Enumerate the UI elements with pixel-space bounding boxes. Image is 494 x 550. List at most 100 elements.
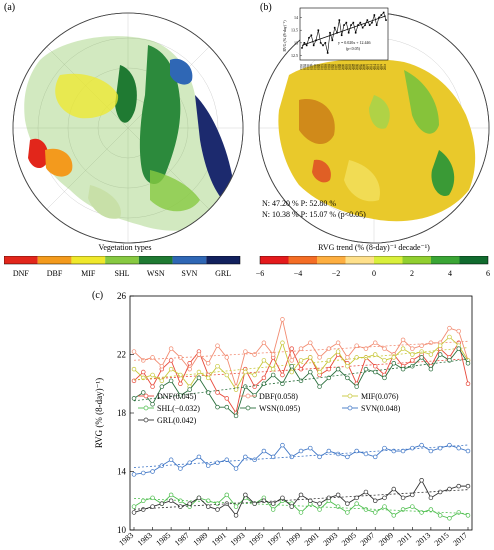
inset-xtick-label: 2007	[357, 64, 361, 71]
legend-swatch-wsn	[138, 256, 173, 264]
colorbar-segment	[345, 256, 374, 264]
inset-xtick-label: 2012	[369, 64, 373, 71]
data-point	[363, 507, 369, 512]
data-point	[159, 378, 165, 384]
legend-label-wsn: WSN	[147, 269, 165, 278]
data-point	[159, 501, 165, 506]
data-point	[419, 343, 424, 348]
colorbar-tick-label: −6	[256, 269, 265, 278]
legend-label-grl: GRL	[215, 269, 231, 278]
data-point	[354, 501, 359, 506]
inset-point	[359, 21, 362, 24]
data-point	[372, 510, 378, 515]
data-point	[289, 346, 294, 351]
inset-point	[345, 21, 348, 24]
inset-ytick-label: 13	[294, 40, 298, 45]
data-point	[187, 366, 192, 372]
inset-point	[319, 42, 322, 44]
data-point	[252, 384, 257, 389]
trend-colorbar-title: RVG trend (% (8-day)⁻¹ decade⁻¹)	[318, 243, 430, 252]
inset-xtick-label: 2008	[360, 64, 364, 71]
series-mif	[131, 334, 471, 392]
data-point	[280, 495, 285, 501]
data-point	[465, 361, 471, 366]
data-point	[243, 369, 248, 375]
data-point	[419, 478, 424, 483]
data-point	[317, 501, 322, 506]
data-point	[382, 495, 387, 501]
data-point	[345, 510, 350, 515]
data-point	[150, 504, 155, 509]
trend-line	[133, 444, 469, 468]
inset-point	[366, 19, 369, 21]
stats-significant-pixels: N: 10.38 % P: 15.07 % (p<0.05)	[262, 210, 366, 219]
panel-b-letter: (b)	[260, 2, 272, 13]
data-point	[215, 404, 220, 410]
inset-xtick-label: 1982	[299, 64, 303, 71]
data-point	[410, 445, 415, 451]
xtick-label: 2001	[303, 531, 321, 548]
data-point	[317, 369, 322, 375]
xtick-label: 1987	[173, 531, 191, 548]
data-point	[131, 472, 137, 477]
xtick-label: 2005	[340, 531, 358, 548]
inset-point	[331, 39, 334, 42]
inset-frame	[299, 7, 389, 61]
data-point	[391, 355, 397, 360]
data-point	[428, 352, 434, 357]
data-point	[168, 366, 174, 372]
xtick-label: 1983	[136, 531, 154, 548]
legend-item: WSN(0.095)	[240, 404, 300, 413]
inset-xtick-label: 2001	[343, 64, 347, 71]
data-point	[428, 340, 434, 346]
ytick-label: 18	[117, 408, 127, 418]
chart-legend: DNF(0.045) DBF(0.058) MIF(0.076) SHL(−0.032…	[138, 392, 401, 425]
legend-label-shl: SHL	[114, 269, 129, 278]
inset-xtick-label: 1999	[339, 64, 343, 70]
data-point	[150, 384, 155, 389]
colorbar-segment	[374, 256, 403, 264]
data-point	[141, 358, 146, 363]
data-point	[465, 448, 471, 454]
xtick-label: 1993	[229, 531, 247, 548]
colorbar-segment	[402, 256, 431, 264]
data-point	[410, 352, 415, 357]
inset-point	[301, 47, 303, 49]
inset-point	[352, 21, 355, 24]
trend-line	[133, 489, 469, 510]
data-point	[372, 454, 378, 460]
legend-label: DNF(0.045)	[157, 392, 197, 401]
data-point	[382, 346, 387, 351]
inset-xtick-label: 1987	[311, 64, 315, 71]
data-point	[196, 375, 202, 381]
colorbar-tick-label: 4	[448, 269, 452, 278]
data-point	[178, 381, 183, 386]
data-point	[270, 501, 276, 506]
trend-map	[258, 12, 490, 244]
data-point	[215, 390, 220, 395]
colorbar-segment	[459, 256, 488, 264]
data-point	[168, 457, 174, 463]
legend-item: DNF(0.045)	[138, 392, 197, 401]
inset-xtick-label: 2002	[346, 64, 350, 71]
inset-point	[357, 24, 359, 26]
data-point	[428, 448, 434, 454]
stats-all-pixels: N: 47.20 % P: 52.80 %	[262, 199, 336, 208]
data-point	[252, 393, 257, 398]
colorbar-tick-label: 6	[486, 269, 490, 278]
inset-xtick-label: 2011	[367, 64, 371, 70]
inset-point	[378, 16, 380, 19]
data-point	[233, 513, 239, 518]
data-point	[428, 507, 434, 512]
inset-xtick-label: 2004	[350, 64, 354, 71]
data-point	[215, 343, 220, 348]
colorbar-segment	[260, 256, 289, 264]
inset-point	[310, 34, 313, 37]
trend-land	[278, 58, 476, 222]
panel-a-letter: (a)	[4, 2, 16, 13]
inset-pvalue: (p<0.05)	[346, 46, 361, 51]
data-point	[289, 358, 294, 363]
xtick-label: 2013	[414, 531, 432, 548]
data-point	[141, 507, 146, 512]
data-point	[261, 358, 267, 363]
